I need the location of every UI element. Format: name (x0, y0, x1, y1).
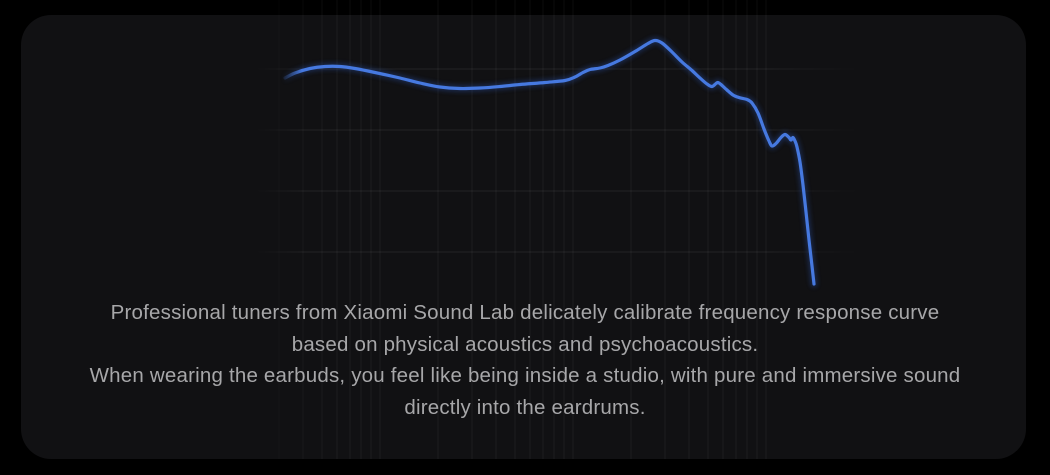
grid-vertical-lines (278, 0, 767, 459)
caption-line-4: directly into the eardrums. (404, 395, 646, 419)
response-curve-glow (281, 36, 818, 288)
caption-line-1: Professional tuners from Xiaomi Sound La… (110, 301, 940, 324)
caption-line-3: When wearing the earbuds, you feel like … (89, 364, 961, 387)
response-curve (281, 36, 818, 288)
caption-line-2: based on physical acoustics and psychoac… (291, 332, 759, 356)
grid-horizontal-lines (256, 68, 858, 253)
content-card (21, 15, 1026, 459)
chart-caption: Professional tuners from Xiaomi Sound La… (0, 297, 1050, 423)
response-curve-line (283, 38, 816, 286)
